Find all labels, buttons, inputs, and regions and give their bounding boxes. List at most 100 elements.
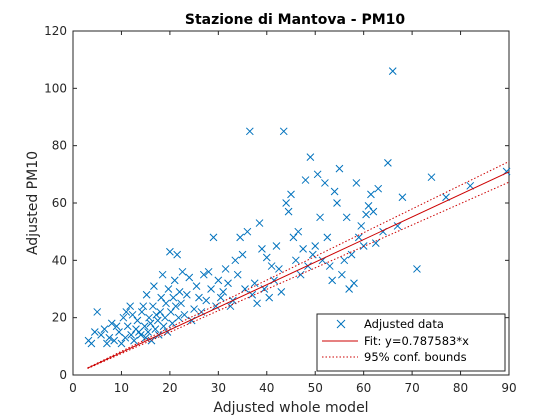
data-point [328, 276, 337, 285]
data-point [384, 159, 392, 167]
data-point [136, 331, 145, 339]
x-tick-label: 70 [404, 381, 419, 395]
data-point [231, 256, 240, 265]
data-point [171, 302, 180, 311]
data-point [90, 328, 99, 336]
data-point [371, 239, 380, 247]
data-point [93, 308, 102, 316]
data-point [167, 308, 175, 316]
data-point [265, 293, 274, 302]
data-point [149, 302, 157, 311]
legend-box [316, 313, 506, 372]
data-point [321, 179, 329, 187]
y-tick-label: 20 [52, 311, 67, 325]
data-point [146, 319, 155, 328]
data-point [110, 336, 119, 345]
x-tick-label: 0 [69, 381, 77, 395]
data-point [147, 336, 156, 345]
data-point [123, 322, 132, 331]
data-point [156, 308, 165, 316]
data-point [190, 305, 198, 313]
data-point [354, 233, 363, 242]
y-tick-label: 60 [52, 196, 67, 210]
data-point [195, 293, 203, 302]
data-point [347, 250, 356, 259]
data-point [192, 282, 201, 290]
legend: Adjusted data Fit: y=0.787583*x 95% conf… [316, 313, 506, 372]
data-point [466, 181, 475, 190]
data-point [140, 322, 149, 331]
data-point [272, 242, 281, 250]
data-point [279, 127, 288, 136]
data-point [241, 285, 249, 293]
data-point [112, 322, 121, 331]
data-point [369, 207, 378, 216]
data-point [255, 219, 264, 227]
data-point [128, 310, 137, 319]
data-point [127, 331, 135, 339]
data-point [97, 331, 105, 339]
legend-entry-fit: Fit: y=0.787583*x [364, 334, 469, 348]
data-point [121, 333, 130, 342]
data-point [162, 299, 170, 308]
scatter-series [84, 67, 511, 348]
data-point [284, 207, 293, 216]
data-point [238, 250, 247, 259]
y-tick-label: 40 [52, 253, 67, 267]
data-point [262, 253, 271, 262]
data-point [330, 187, 339, 196]
data-point [139, 302, 148, 311]
data-point [105, 333, 114, 342]
data-point [304, 262, 312, 270]
legend-entry-data: Adjusted data [364, 317, 444, 331]
data-point [178, 267, 187, 276]
x-tick-label: 50 [308, 381, 323, 395]
data-point [245, 127, 254, 136]
data-point [133, 316, 142, 325]
data-point [352, 179, 361, 187]
data-point [173, 250, 182, 259]
data-point [333, 199, 341, 207]
data-point [119, 313, 128, 322]
x-tick-label: 90 [501, 381, 516, 395]
data-point [212, 302, 220, 311]
x-tick-label: 60 [356, 381, 371, 395]
data-point [311, 242, 320, 250]
data-point [168, 319, 177, 328]
data-point [142, 290, 151, 299]
fit-line [87, 171, 510, 369]
data-point [170, 276, 179, 285]
data-point [122, 308, 131, 316]
data-point [357, 222, 366, 230]
x-tick-label: 10 [114, 381, 129, 395]
data-point [144, 328, 152, 336]
data-point [175, 288, 184, 296]
data-point [267, 262, 276, 270]
data-point [338, 270, 346, 279]
data-point [243, 227, 252, 236]
data-point [159, 322, 168, 331]
data-point [350, 279, 358, 288]
data-point [413, 265, 421, 273]
upper-confidence-bound [87, 161, 510, 369]
data-point [294, 227, 303, 236]
data-point [224, 279, 232, 288]
data-point [306, 153, 315, 161]
y-axis-label: Adjusted PM10 [25, 151, 41, 255]
x-tick-label: 40 [259, 381, 274, 395]
data-point [323, 233, 332, 242]
y-tick-label: 80 [52, 139, 67, 153]
x-tick-label: 20 [162, 381, 177, 395]
data-point [126, 302, 135, 311]
data-point [177, 299, 185, 308]
data-point [340, 256, 349, 265]
data-point [291, 256, 300, 265]
data-point [277, 288, 286, 296]
legend-entry-bounds: 95% conf. bounds [364, 350, 467, 364]
data-point [233, 270, 242, 279]
data-point [345, 285, 353, 293]
data-point [289, 233, 298, 242]
data-point [299, 245, 307, 253]
data-point [342, 213, 351, 222]
